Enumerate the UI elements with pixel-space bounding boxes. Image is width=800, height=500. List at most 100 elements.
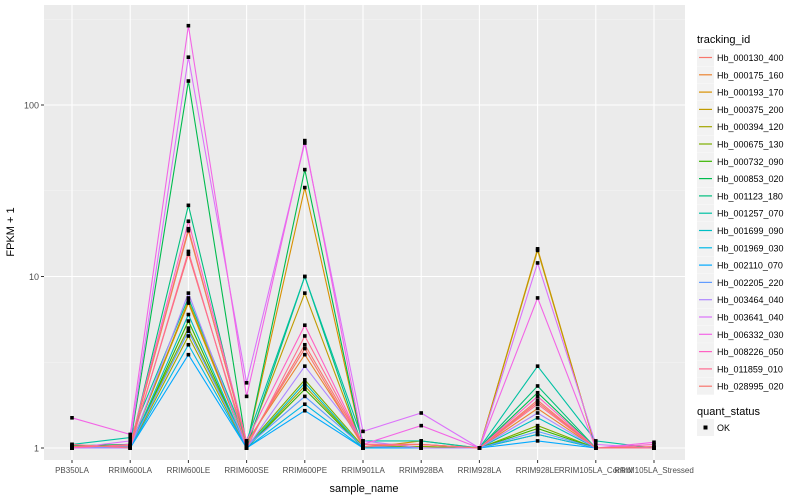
legend-label: Hb_002110_070 — [717, 261, 783, 271]
data-point — [186, 23, 191, 28]
data-point — [244, 439, 249, 443]
data-point — [535, 398, 540, 402]
data-point — [477, 446, 482, 450]
data-point — [70, 416, 74, 420]
data-point — [186, 203, 191, 208]
x-tick-label: RRIM105LA_Control — [559, 466, 633, 475]
data-point — [419, 411, 423, 415]
legend-label: Hb_000175_160 — [717, 70, 784, 80]
data-point — [303, 323, 307, 328]
legend-label: Hb_002205_220 — [717, 278, 784, 288]
x-tick-label: RRIM600SE — [224, 466, 268, 475]
data-point — [303, 342, 307, 347]
data-point — [361, 442, 365, 447]
data-point — [303, 167, 307, 172]
data-point — [128, 443, 132, 448]
data-point — [535, 394, 540, 399]
data-point — [186, 301, 191, 305]
data-point — [303, 352, 307, 357]
data-point — [70, 444, 74, 449]
data-point — [535, 416, 540, 420]
data-point — [186, 326, 191, 330]
data-point — [652, 442, 656, 447]
data-point — [186, 342, 191, 347]
data-point — [303, 384, 307, 388]
data-point — [535, 439, 540, 443]
data-point — [594, 442, 598, 447]
legend-quant-marker — [703, 425, 708, 430]
data-point — [535, 384, 540, 388]
legend-label: Hb_000853_020 — [717, 174, 784, 184]
x-axis: PB350LA RRIM600LA RRIM600LE RRIM600SE RRIM60… — [55, 460, 694, 475]
data-point — [303, 274, 307, 279]
legend-label: Hb_003641_040 — [717, 313, 784, 323]
data-point — [303, 185, 307, 190]
data-point — [535, 426, 540, 431]
data-point — [244, 380, 249, 385]
x-tick-label: RRIM600PE — [283, 466, 327, 475]
data-point — [186, 329, 191, 333]
data-point — [186, 55, 191, 59]
y-tick-label: 10 — [29, 272, 39, 282]
data-point — [535, 406, 540, 411]
data-point — [128, 432, 132, 437]
x-tick-label: RRIM600LA — [108, 466, 152, 475]
data-point — [303, 141, 307, 145]
legend-label: Hb_000375_200 — [717, 105, 784, 115]
data-point — [186, 312, 191, 317]
data-point — [303, 138, 307, 143]
data-point — [303, 380, 307, 385]
y-tick-label: 1 — [34, 444, 39, 454]
legend-label: Hb_000130_400 — [717, 53, 784, 63]
x-tick-label: RRIM105LA_Stressed — [614, 466, 694, 475]
legend-label: Hb_000394_120 — [717, 122, 784, 132]
data-point — [303, 364, 307, 368]
data-point — [535, 261, 540, 265]
data-point — [652, 444, 656, 449]
legend-quant-title: quant_status — [697, 406, 760, 418]
data-point — [535, 429, 540, 434]
data-point — [535, 411, 540, 415]
data-point — [70, 442, 74, 447]
x-tick-label: RRIM600LE — [167, 466, 211, 475]
data-point — [186, 79, 191, 83]
x-axis-title: sample_name — [329, 483, 398, 495]
data-point — [303, 408, 307, 413]
data-point — [535, 390, 540, 395]
data-point — [244, 446, 249, 450]
legend-label: Hb_000193_170 — [717, 88, 784, 98]
data-point — [361, 444, 365, 449]
legend-label: Hb_003464_040 — [717, 295, 784, 305]
y-axis-title: FPKM + 1 — [5, 207, 17, 256]
legend-quant-label: OK — [717, 423, 730, 433]
legend-label: Hb_006332_030 — [717, 330, 784, 340]
data-point — [535, 364, 540, 368]
legend-label: Hb_028995_020 — [717, 382, 784, 392]
legend-label: Hb_001699_090 — [717, 226, 784, 236]
data-point — [535, 248, 540, 253]
data-point — [186, 219, 191, 224]
legend-label: Hb_000732_090 — [717, 157, 784, 167]
data-point — [186, 334, 191, 338]
data-point — [186, 296, 191, 300]
x-tick-label: RRIM928LA — [458, 466, 502, 475]
data-point — [419, 423, 423, 428]
data-point — [535, 400, 540, 404]
data-point — [303, 402, 307, 407]
data-point — [303, 291, 307, 295]
data-point — [303, 377, 307, 382]
x-tick-label: RRIM901LA — [341, 466, 385, 475]
data-point — [419, 446, 423, 450]
data-point — [186, 228, 191, 233]
data-point — [303, 334, 307, 338]
y-tick-label: 100 — [24, 101, 39, 111]
y-axis: 1 10 100 — [24, 101, 44, 454]
data-point — [594, 446, 598, 450]
plot-panel — [44, 5, 685, 460]
data-point — [535, 296, 540, 300]
legend: tracking_id quant_status OK Hb_000130_40… — [697, 34, 784, 436]
data-point — [361, 429, 365, 434]
data-point — [303, 346, 307, 351]
data-point — [186, 352, 191, 357]
